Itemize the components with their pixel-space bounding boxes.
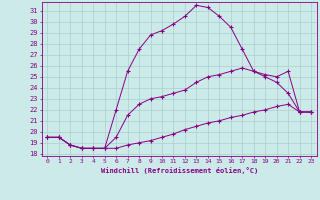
X-axis label: Windchill (Refroidissement éolien,°C): Windchill (Refroidissement éolien,°C): [100, 167, 258, 174]
